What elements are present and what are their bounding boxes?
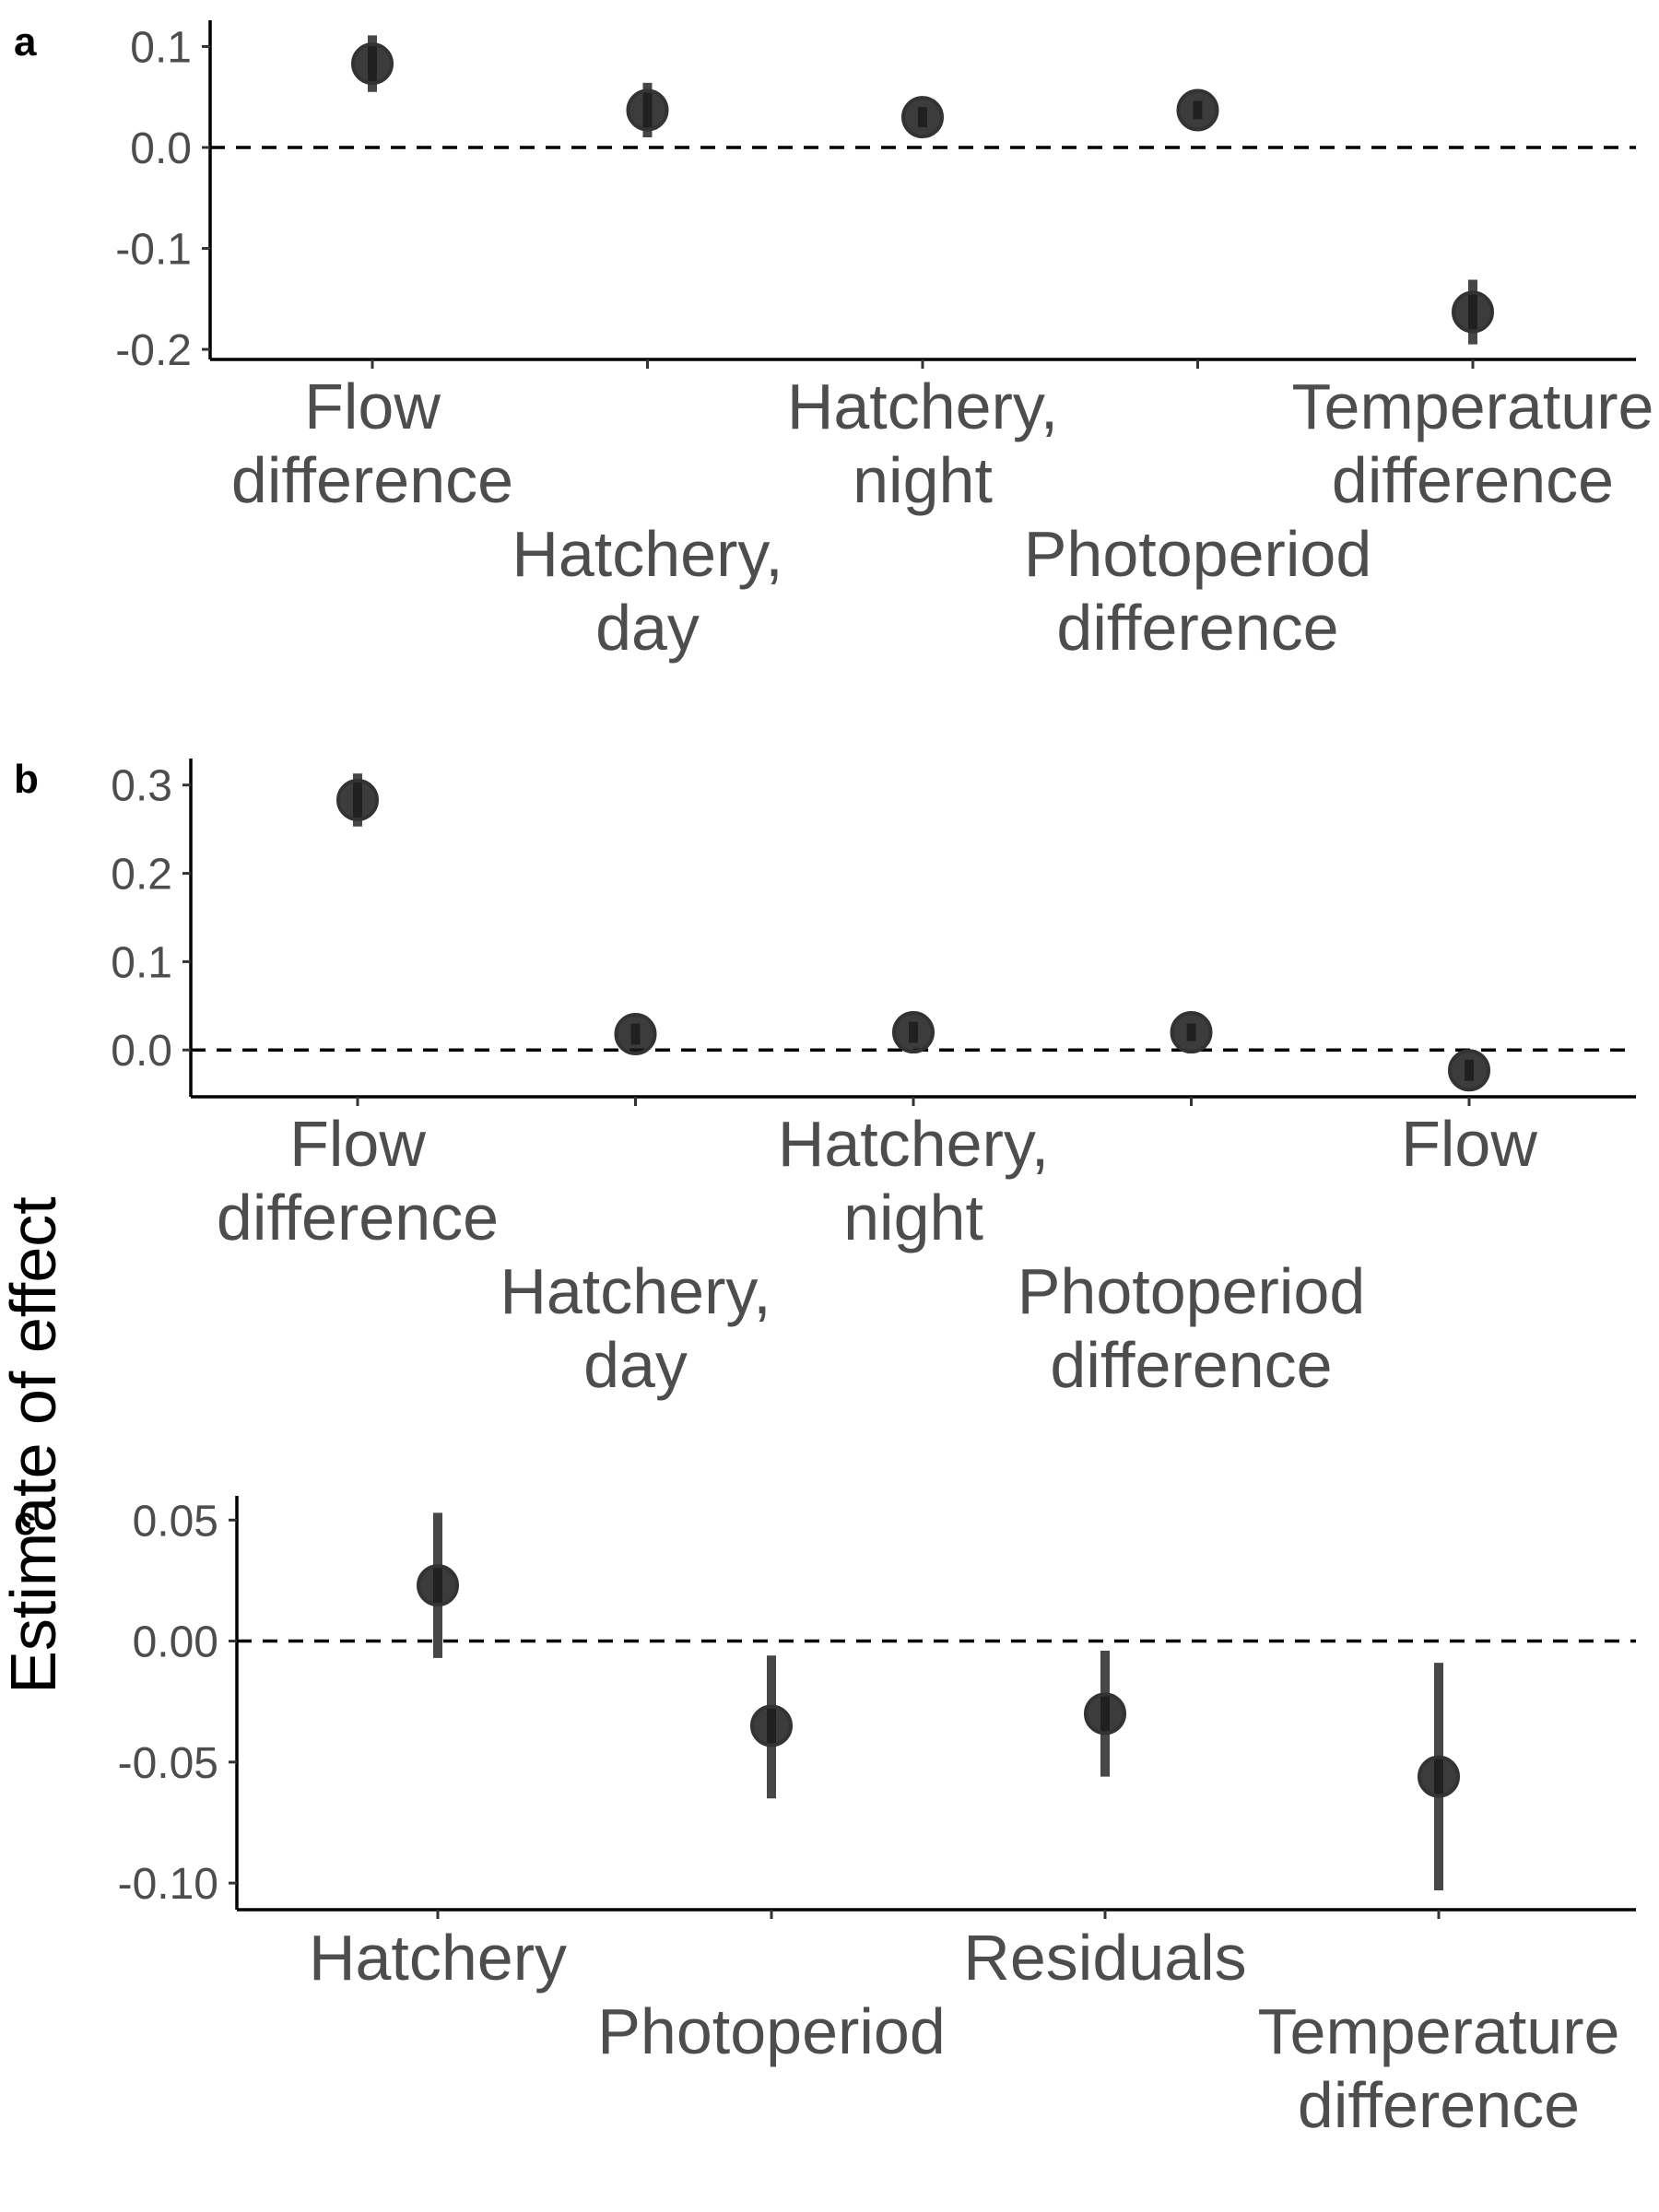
category-label: Photoperiod [597, 1995, 946, 2067]
estimate-point [750, 1704, 793, 1747]
category-label: night [843, 1182, 983, 1253]
y-tick-label: 0.1 [111, 938, 172, 987]
y-tick-label: -0.2 [115, 326, 192, 375]
panel-b: b 0.30.20.10.0FlowdifferenceHatchery,dayH… [14, 757, 1636, 1401]
category-label: day [583, 1329, 688, 1401]
estimate-point [1448, 1049, 1490, 1092]
category-label: difference [1056, 592, 1338, 664]
estimate-point [626, 88, 669, 132]
category-label: night [853, 444, 993, 516]
category-label: difference [1332, 444, 1614, 516]
category-label: Temperature [1258, 1995, 1620, 2067]
panel-c: c 0.05 0.00 -0.05 -0.10 Hatchery PhotoperiodRe… [14, 1496, 1636, 2141]
category-label: difference [231, 444, 513, 516]
y-tick-label: 0.3 [111, 762, 172, 811]
category-label: Flow [289, 1108, 426, 1180]
y-tick-label: -0.10 [118, 1860, 218, 1909]
estimate-point [901, 96, 944, 139]
category-label: Photoperiod [1018, 1255, 1366, 1327]
category-label: Temperature [1292, 371, 1654, 442]
category-label: Flow [304, 371, 441, 442]
estimate-point [1452, 290, 1494, 334]
category-label: Photoperiod [1024, 518, 1372, 590]
category-label: Hatchery [309, 1922, 567, 1994]
estimate-point [1418, 1755, 1460, 1798]
y-tick-label: 0.2 [111, 851, 172, 900]
estimate-point [417, 1564, 459, 1607]
estimate-point [351, 42, 394, 86]
category-label: day [595, 592, 700, 664]
panel-letter: c [14, 1499, 36, 1544]
estimate-point [892, 1011, 935, 1054]
category-label: Hatchery, [778, 1108, 1049, 1180]
estimate-point [1176, 88, 1219, 132]
panel-letter: a [14, 19, 37, 65]
estimate-point [614, 1012, 657, 1055]
y-tick-label: 0.05 [133, 1497, 218, 1546]
category-label: Hatchery, [512, 518, 782, 590]
estimate-point [1170, 1011, 1213, 1054]
category-label: Hatchery, [787, 371, 1058, 442]
y-axis-title: Estimate of effect [0, 1196, 69, 1694]
y-tick-label: -0.05 [118, 1739, 218, 1788]
y-tick-label: 0.00 [133, 1618, 218, 1667]
category-label: difference [1298, 2069, 1580, 2141]
y-tick-label: -0.1 [115, 226, 192, 275]
y-tick-label: 0.0 [130, 124, 192, 173]
estimate-point [336, 779, 379, 822]
y-tick-label: 0.0 [111, 1027, 172, 1076]
category-label: difference [217, 1182, 499, 1253]
category-label: Flow [1401, 1108, 1537, 1180]
y-tick-label: 0.1 [130, 23, 192, 72]
category-label: difference [1050, 1329, 1332, 1401]
estimate-point [1084, 1692, 1126, 1735]
category-label: Residuals [963, 1922, 1246, 1994]
panel-letter: b [14, 757, 39, 802]
category-label: Hatchery, [500, 1255, 771, 1327]
panel-a: a 0.10.0-0.1-0.2FlowdifferenceHatchery,da… [14, 19, 1653, 664]
